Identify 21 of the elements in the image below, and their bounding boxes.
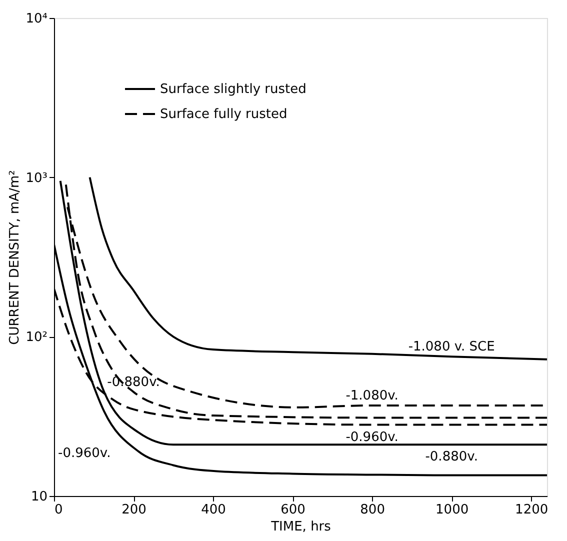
- legend-label: Surface fully rusted: [160, 107, 288, 122]
- x-tick-label: 600: [280, 502, 306, 518]
- x-axis-title: TIME, hrs: [270, 520, 332, 534]
- annotation: -0.960v.: [346, 430, 398, 445]
- legend-label: Surface slightly rusted: [160, 82, 306, 97]
- y-tick-label: 10: [30, 490, 48, 504]
- y-axis-title: CURRENT DENSITY, mA/m²: [8, 170, 23, 345]
- y-tick-label: 10³: [26, 170, 48, 186]
- x-tick-label: 200: [122, 502, 146, 518]
- y-tick-label: 10⁴: [26, 12, 48, 26]
- x-tick-label: 1000: [436, 502, 469, 518]
- annotation: -0.880v.: [425, 450, 478, 465]
- annotation: -1.080v.: [346, 388, 398, 404]
- x-tick-label: 1200: [515, 502, 548, 518]
- x-tick-label: 800: [360, 502, 385, 518]
- annotation: -0.960v.: [58, 446, 111, 461]
- x-tick-label: 0: [54, 502, 63, 518]
- annotation: -0.880v.: [107, 374, 160, 390]
- annotation: -1.080 v. SCE: [408, 340, 495, 355]
- x-tick-label: 400: [201, 502, 226, 518]
- y-tick-label: 10²: [26, 330, 48, 346]
